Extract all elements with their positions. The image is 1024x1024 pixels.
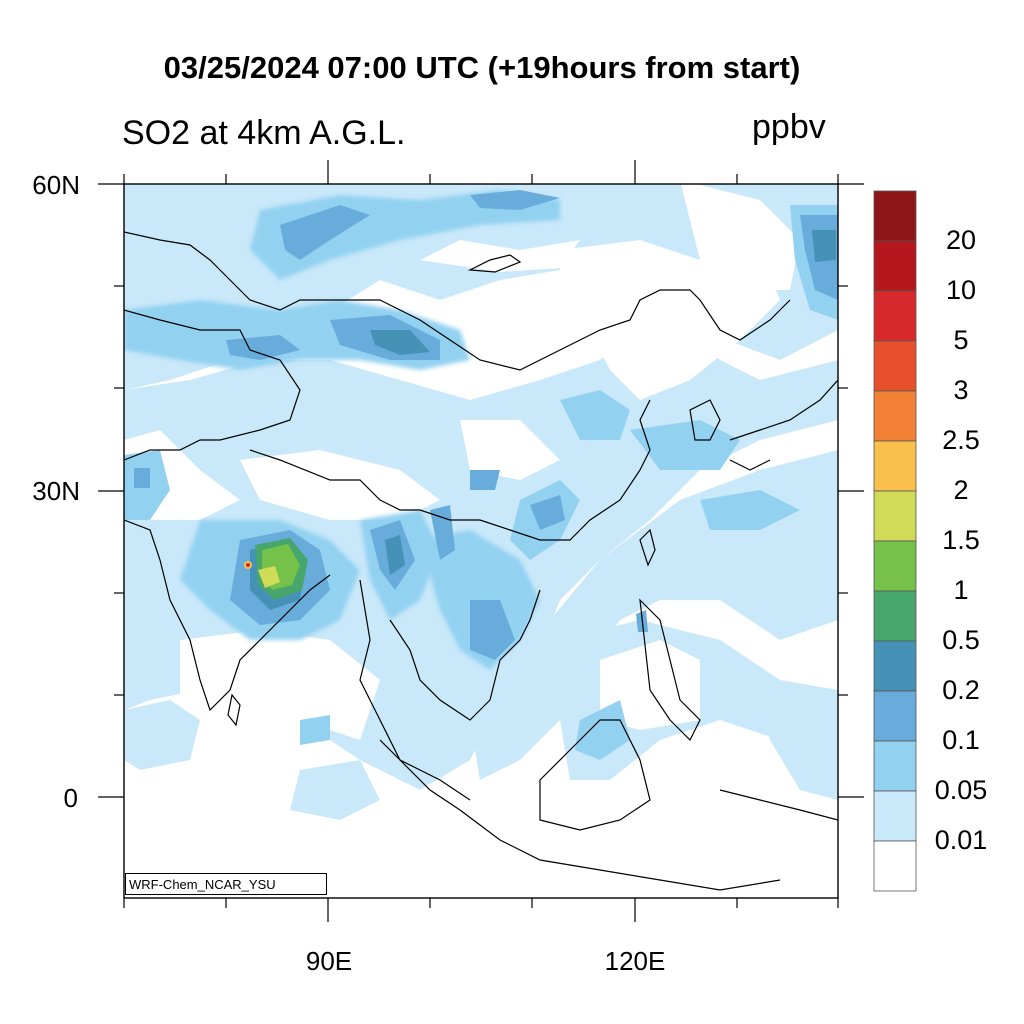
colorbar-level-label: 2.5 — [942, 425, 980, 455]
colorbar-swatch — [873, 540, 917, 592]
map-title: 03/25/2024 07:00 UTC (+19hours from star… — [163, 50, 801, 85]
variable-label: SO2 at 4km A.G.L. — [122, 114, 406, 152]
colorbar-level-label: 0.05 — [934, 775, 988, 805]
colorbar-swatch — [873, 790, 917, 842]
map-ticks — [98, 160, 864, 922]
colorbar-swatch — [873, 240, 917, 292]
colorbar-level-label: 1.5 — [942, 525, 980, 555]
colorbar-level-label: 10 — [945, 275, 977, 305]
lat-label-0: 0 — [63, 783, 78, 813]
colorbar-swatch — [873, 440, 917, 492]
lon-label-90e: 90E — [305, 946, 353, 976]
colorbar-level-label: 20 — [945, 225, 977, 255]
colorbar-swatch — [873, 340, 917, 392]
map-frame — [123, 183, 839, 899]
colorbar-level-label: 0.2 — [942, 675, 980, 705]
so2-hotspot — [244, 538, 308, 600]
colorbar-level-label: 3 — [953, 375, 969, 405]
so2-field — [124, 184, 838, 898]
colorbar-swatch — [873, 290, 917, 342]
colorbar-level-label: 5 — [953, 325, 969, 355]
colorbar-swatch — [873, 840, 917, 892]
colorbar-level-label: 0.1 — [942, 725, 980, 755]
colorbar-swatch — [873, 740, 917, 792]
colorbar-swatch — [873, 390, 917, 442]
colorbar-level-label: 0.5 — [942, 625, 980, 655]
lon-label-120e: 120E — [604, 946, 666, 976]
colorbar-swatch — [873, 490, 917, 542]
units-label: ppbv — [752, 108, 826, 146]
colorbar-level-label: 1 — [953, 575, 969, 605]
colorbar-level-label: 2 — [953, 475, 969, 505]
lat-label-30n: 30N — [32, 476, 80, 506]
model-credit: WRF-Chem_NCAR_YSU — [125, 873, 327, 895]
colorbar-level-label: 0.01 — [934, 825, 988, 855]
colorbar-swatch — [873, 590, 917, 642]
colorbar-swatch — [873, 690, 917, 742]
colorbar-swatch — [873, 640, 917, 692]
colorbar-swatch — [873, 190, 917, 242]
lat-label-60n: 60N — [32, 170, 80, 200]
colorbar — [873, 190, 917, 892]
coastlines — [124, 231, 838, 891]
